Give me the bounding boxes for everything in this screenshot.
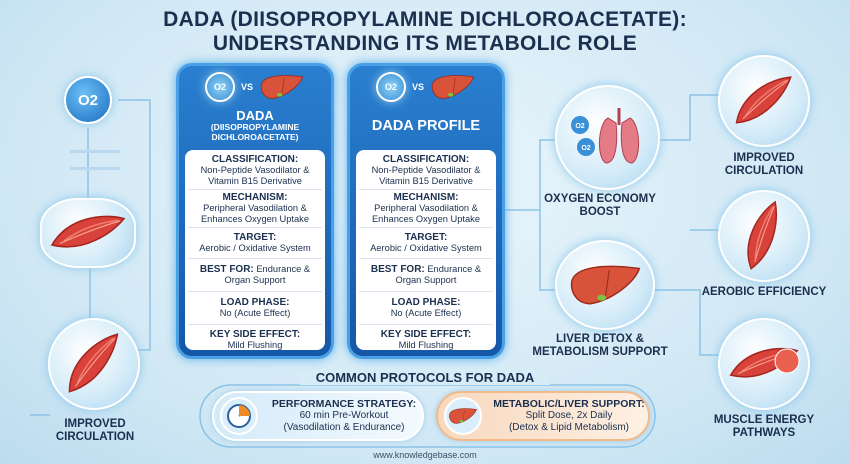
liver-icon — [555, 240, 655, 330]
protocol-liver-support: METABOLIC/LIVER SUPPORT: Split Dose, 2x D… — [436, 391, 650, 441]
muscle-icon — [40, 198, 136, 268]
stopwatch-icon — [220, 397, 258, 435]
left-circulation-label: IMPROVED CIRCULATION — [55, 418, 135, 443]
footer-url: www.knowledgebase.com — [373, 450, 477, 460]
oxygen-economy-label: OXYGEN ECONOMY BOOST — [544, 193, 656, 218]
card-details: CLASSIFICATION: Non-Peptide Vasodilator &… — [356, 150, 496, 350]
protocols-heading: COMMON PROTOCOLS FOR DADA — [300, 370, 550, 385]
muscle-icon — [48, 318, 140, 410]
liver-icon — [430, 72, 476, 102]
aerobic-efficiency-label: AEROBIC EFFICIENCY — [701, 286, 827, 298]
liver-detox-label: LIVER DETOX & METABOLISM SUPPORT — [532, 333, 668, 358]
card-title: DADA — [236, 108, 274, 123]
dada-card: O2 VS DADA (DIISOPROPYLAMINE DICHLOROACET… — [176, 63, 334, 359]
liver-icon — [444, 397, 482, 435]
oxygen-icon: O2 — [64, 76, 112, 124]
dada-profile-card: O2 VS DADA PROFILE CLASSIFICATION: Non-Pep… — [347, 63, 505, 359]
card-title: DADA PROFILE — [371, 118, 481, 134]
oxygen-icon: O2 — [375, 72, 406, 102]
oxygen-icon: O2 — [204, 72, 235, 102]
lungs-icon: O2 O2 — [555, 85, 660, 190]
muscle-icon — [718, 190, 810, 282]
muscle-icon — [718, 55, 810, 147]
page-title: DADA (DIISOPROPYLAMINE DICHLOROACETATE):… — [163, 8, 687, 55]
card-subtitle: (DIISOPROPYLAMINE DICHLOROACETATE) — [210, 122, 300, 142]
o2-bubble-label: O2 — [581, 145, 590, 152]
liver-icon — [259, 72, 305, 102]
muscle-fiber-icon — [718, 318, 810, 410]
chart-icon — [70, 150, 120, 170]
muscle-energy-label: MUSCLE ENERGY PATHWAYS — [713, 414, 815, 439]
right-circulation-label: IMPROVED CIRCULATION — [724, 152, 804, 177]
card-details: CLASSIFICATION: Non-Peptide Vasodilator &… — [185, 150, 325, 350]
protocol-performance: PERFORMANCE STRATEGY: 60 min Pre-Workout(… — [212, 391, 424, 441]
o2-bubble-label: O2 — [575, 123, 584, 130]
